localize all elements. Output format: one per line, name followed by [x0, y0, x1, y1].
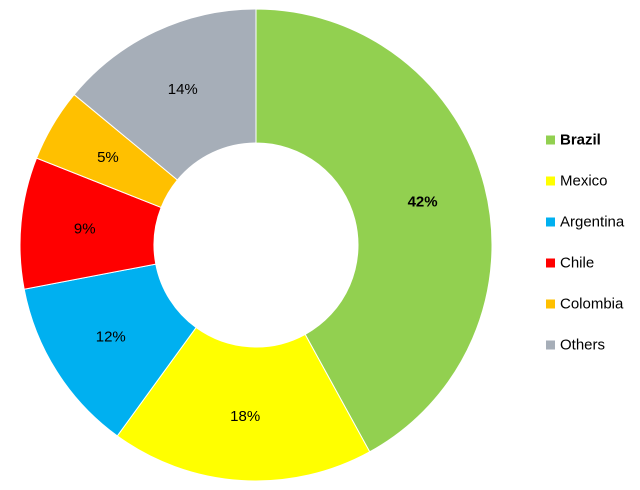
slice-label-mexico: 18% — [230, 408, 260, 425]
legend-label-argentina: Argentina — [560, 214, 625, 231]
chart-legend: Brazil Mexico Argentina Chile Colombia Others — [546, 132, 625, 354]
legend-swatch-argentina — [546, 217, 555, 227]
legend-label-brazil: Brazil — [560, 132, 601, 149]
legend-label-others: Others — [560, 337, 605, 354]
legend-swatch-brazil — [546, 135, 555, 145]
slice-others — [73, 8, 257, 181]
legend-swatch-colombia — [546, 299, 555, 309]
legend-item-mexico: Mexico — [546, 173, 608, 190]
slice-label-colombia: 5% — [97, 149, 119, 166]
legend-item-argentina: Argentina — [546, 214, 625, 231]
chart-slice-labels: 42% 18% 12% 9% 5% 14% — [74, 81, 438, 425]
legend-swatch-mexico — [546, 176, 555, 186]
legend-label-mexico: Mexico — [560, 173, 608, 190]
legend-swatch-chile — [546, 258, 555, 268]
legend-label-chile: Chile — [560, 255, 594, 272]
legend-item-chile: Chile — [546, 255, 594, 272]
legend-swatch-others — [546, 340, 555, 350]
legend-item-colombia: Colombia — [546, 296, 624, 313]
slice-label-chile: 9% — [74, 220, 96, 237]
legend-item-others: Others — [546, 337, 605, 354]
slice-label-others: 14% — [168, 81, 198, 98]
slice-label-brazil: 42% — [408, 194, 438, 211]
slice-mexico — [116, 326, 371, 482]
slice-brazil — [255, 8, 493, 453]
legend-item-brazil: Brazil — [546, 132, 601, 149]
chart-slices — [19, 8, 493, 482]
legend-label-colombia: Colombia — [560, 296, 624, 313]
slice-label-argentina: 12% — [96, 329, 126, 346]
